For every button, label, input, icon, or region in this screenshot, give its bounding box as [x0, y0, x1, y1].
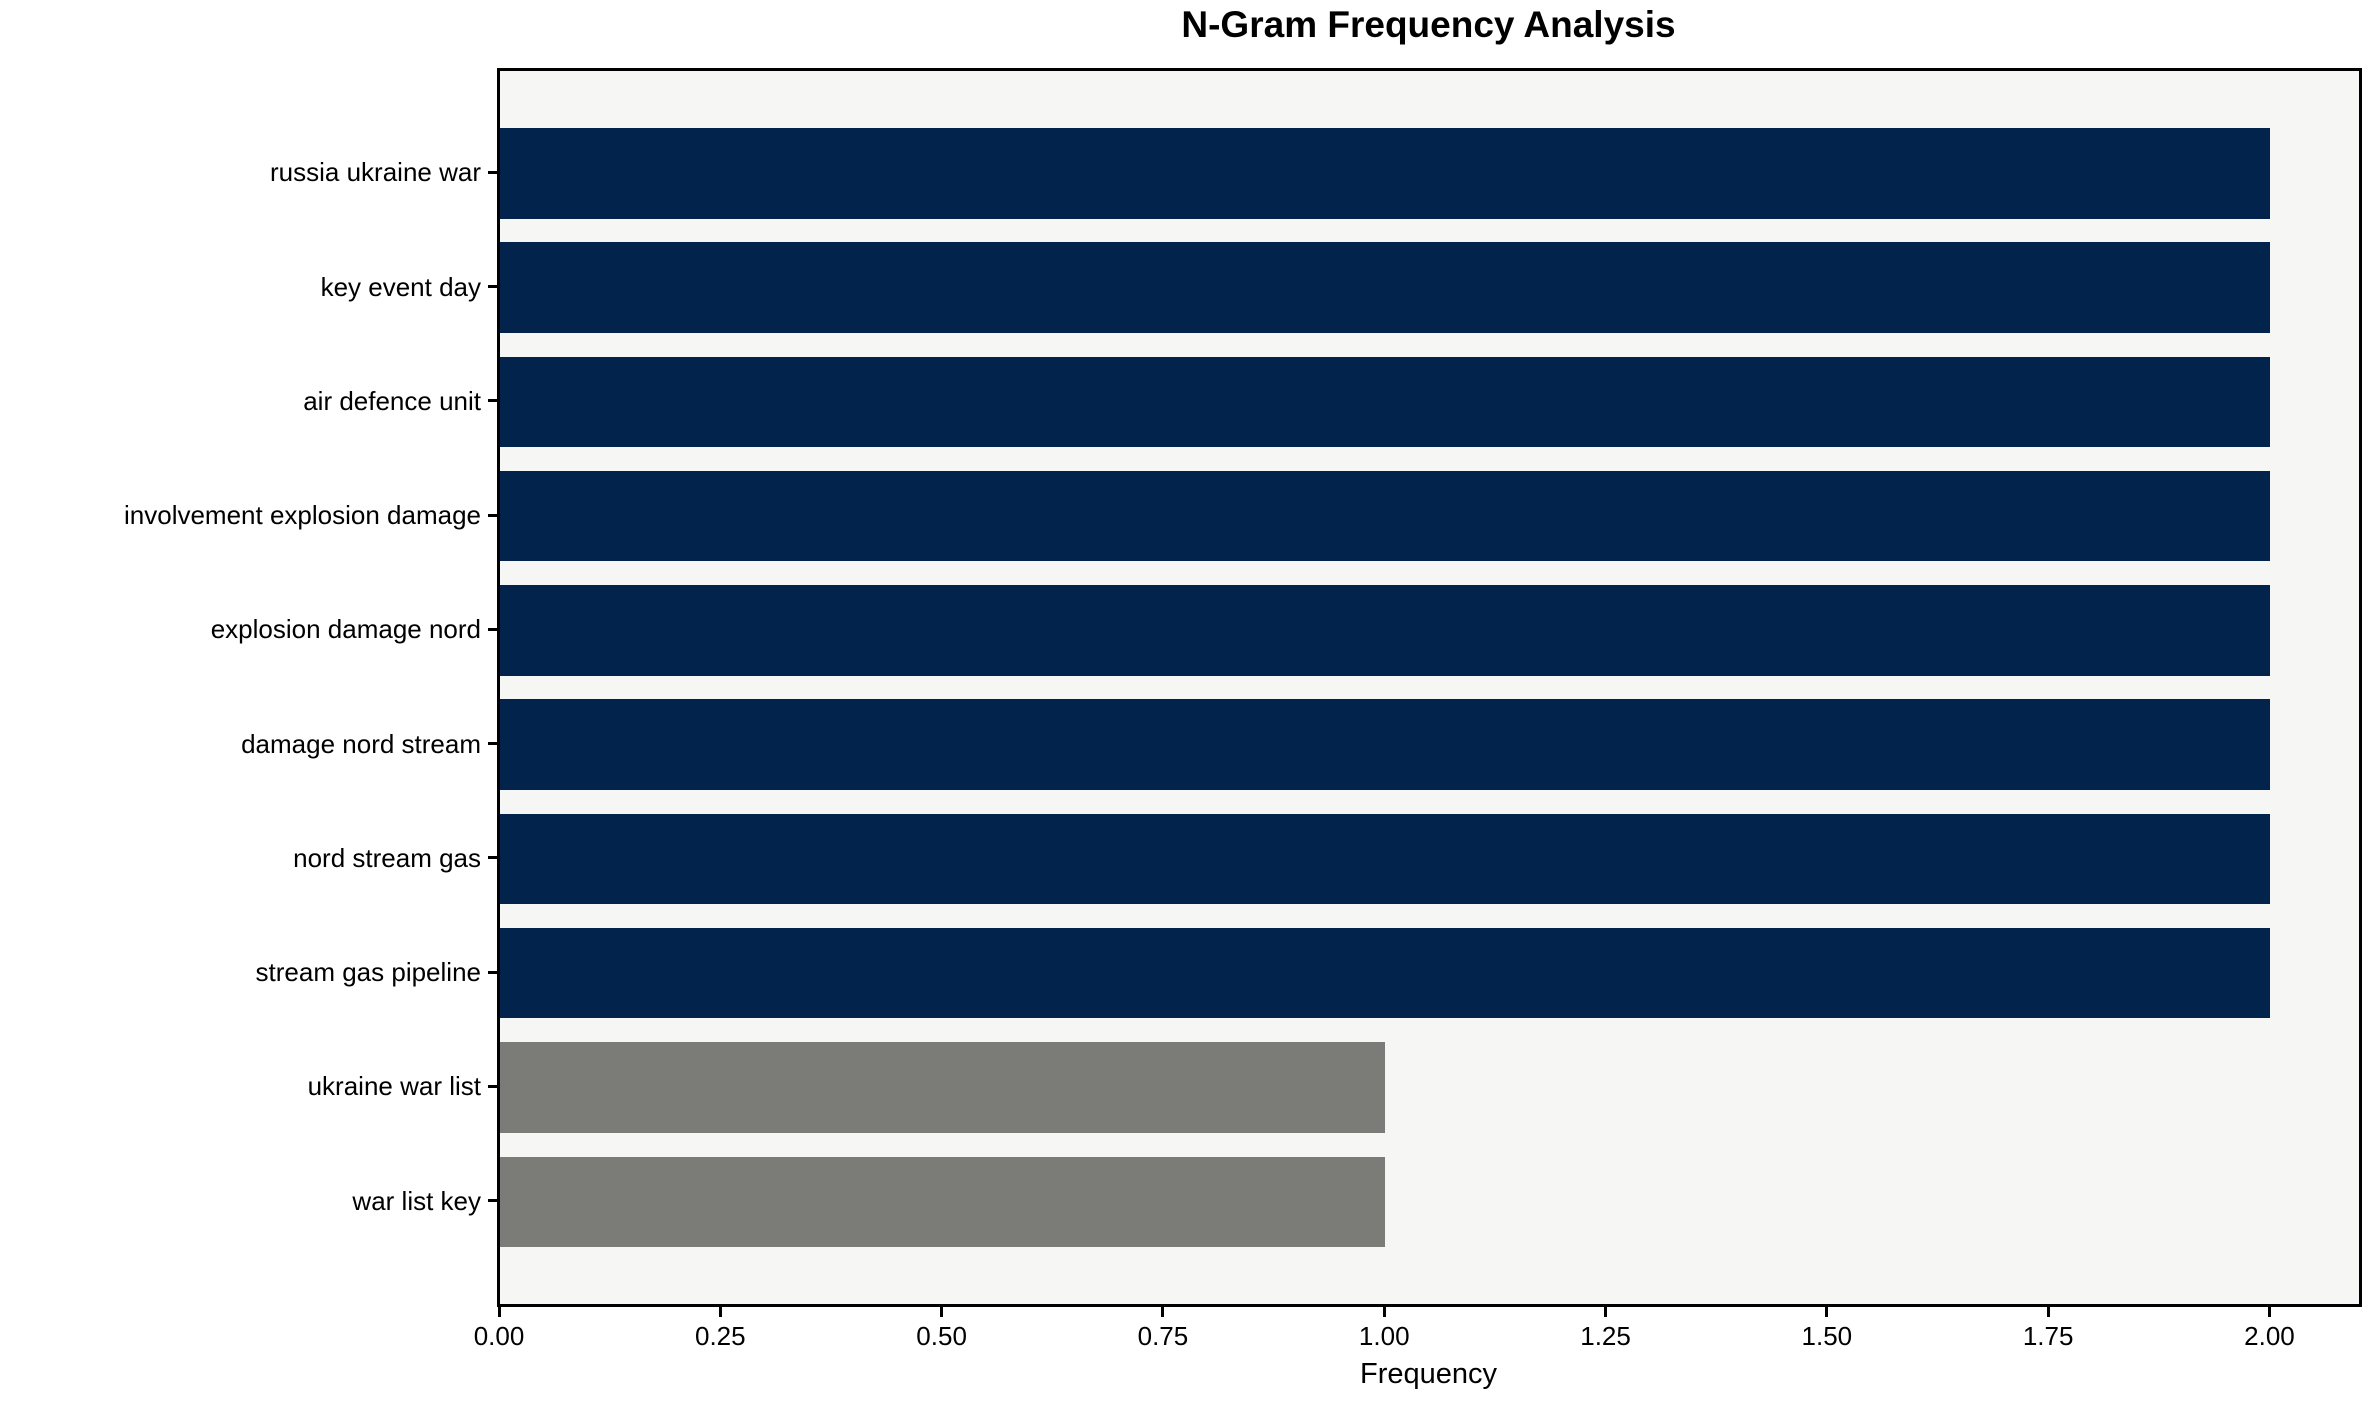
y-tick-mark — [488, 285, 499, 289]
x-tick-mark — [1604, 1306, 1608, 1317]
x-tick-label: 0.00 — [473, 1321, 525, 1351]
plot-area — [497, 68, 2362, 1307]
y-tick-mark — [488, 742, 499, 746]
y-tick-label: involvement explosion damage — [124, 500, 481, 531]
x-tick-mark — [718, 1306, 722, 1317]
y-tick-label: damage nord stream — [241, 728, 481, 759]
x-tick-label: 1.25 — [1580, 1321, 1631, 1351]
bar-stream-gas-pipeline — [500, 927, 2271, 1019]
x-tick-label: 0.50 — [916, 1321, 967, 1351]
y-tick-label: key event day — [320, 271, 481, 302]
x-tick-mark — [2046, 1306, 2050, 1317]
bar-ukraine-war-list — [500, 1042, 1386, 1133]
y-tick-label: stream gas pipeline — [255, 957, 481, 988]
x-tick-label: 0.25 — [694, 1321, 746, 1351]
y-tick-label: war list key — [352, 1185, 481, 1216]
y-tick-mark — [488, 627, 499, 631]
y-tick-mark — [488, 399, 499, 403]
bar-nord-stream-gas — [500, 813, 2271, 905]
x-tick-mark — [940, 1306, 944, 1317]
bar-war-list-key — [500, 1156, 1386, 1247]
x-tick-label: 1.50 — [1801, 1321, 1853, 1351]
x-tick-mark — [497, 1306, 501, 1317]
y-tick-label: explosion damage nord — [210, 614, 481, 645]
y-tick-label: russia ukraine war — [270, 157, 481, 188]
bar-key-event-day — [500, 242, 2271, 333]
y-tick-label: air defence unit — [303, 385, 481, 416]
bar-damage-nord-stream — [500, 699, 2271, 790]
x-tick-label: 1.00 — [1358, 1321, 1410, 1351]
bar-explosion-damage-nord — [500, 585, 2271, 676]
y-tick-mark — [488, 170, 499, 174]
x-tick-mark — [1825, 1306, 1829, 1317]
bar-air-defence-unit — [500, 356, 2271, 448]
y-tick-label: ukraine war list — [307, 1071, 481, 1102]
y-tick-mark — [488, 856, 499, 860]
x-tick-label: 1.75 — [2022, 1321, 2074, 1351]
x-tick-label: 2.00 — [2244, 1321, 2295, 1351]
x-tick-label: 0.75 — [1137, 1321, 1189, 1351]
x-tick-mark — [1382, 1306, 1386, 1317]
y-tick-mark — [488, 1199, 499, 1203]
x-tick-mark — [1161, 1306, 1165, 1317]
x-tick-mark — [2267, 1306, 2271, 1317]
y-tick-mark — [488, 513, 499, 517]
chart-title: N-Gram Frequency Analysis — [1181, 4, 1676, 45]
bar-russia-ukraine-war — [500, 128, 2271, 219]
y-tick-label: nord stream gas — [293, 842, 481, 873]
y-tick-mark — [488, 970, 499, 974]
y-tick-mark — [488, 1084, 499, 1088]
bar-involvement-explosion-damage — [500, 470, 2271, 562]
x-axis-label: Frequency — [1359, 1358, 1497, 1390]
